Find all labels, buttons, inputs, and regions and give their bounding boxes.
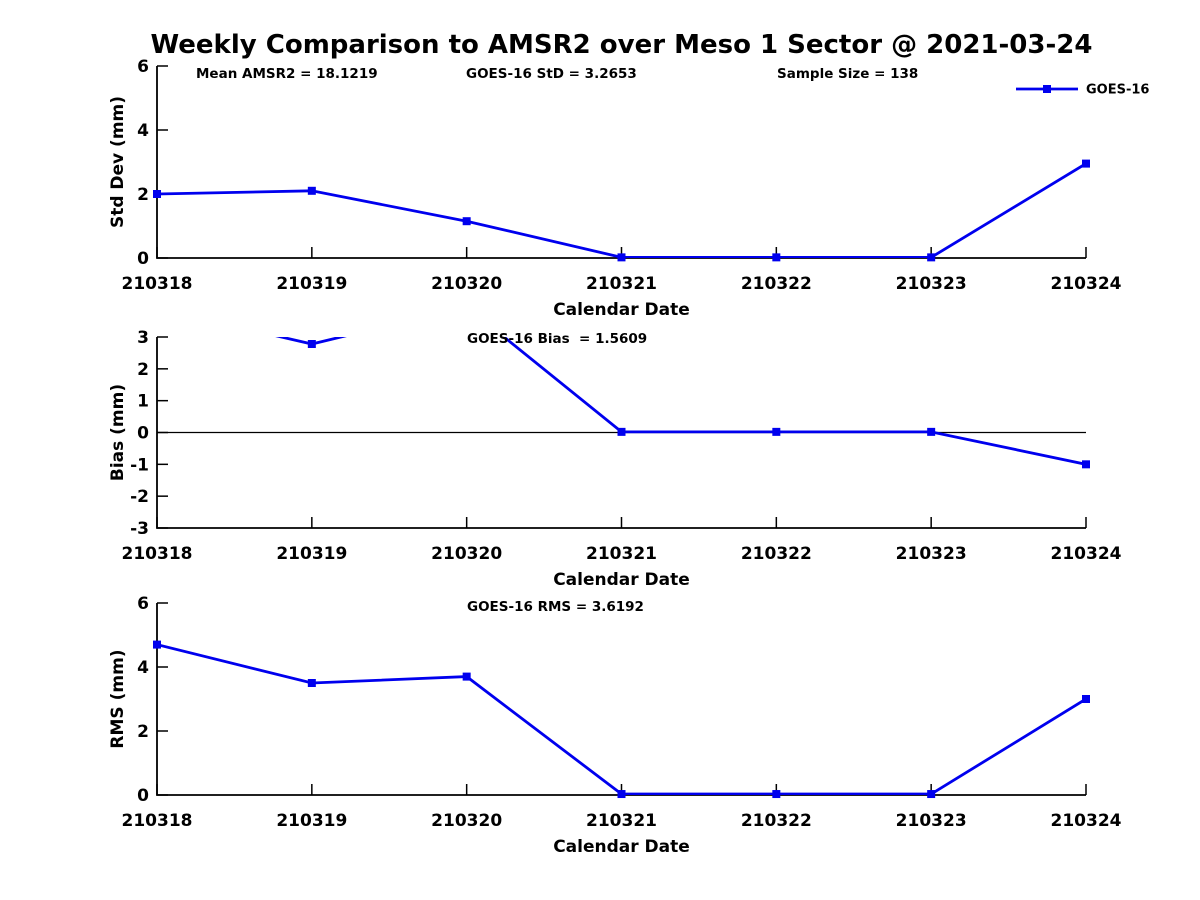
x-tick-label: 210321 [586,274,657,294]
data-point-marker [1082,695,1090,703]
y-tick-label: 6 [137,594,149,614]
data-point-marker [307,340,316,349]
legend: GOES-16 [1016,83,1149,98]
data-point-marker [617,427,626,436]
y-axis-label-bias: Bias (mm) [108,384,128,481]
data-point-marker [307,679,316,687]
y-tick-label: 2 [137,360,149,380]
y-tick-label: 4 [137,658,149,678]
x-tick-label: 210320 [431,811,502,831]
x-tick-label: 210322 [741,811,812,831]
series-line-goes-16 [157,643,1086,795]
x-tick-label: 210324 [1051,811,1122,831]
data-point-marker [462,217,471,226]
y-tick-label: 2 [137,185,149,205]
data-point-marker [772,253,781,262]
y-tick-label: 4 [137,121,149,141]
annotation-std-dev-0: Mean AMSR2 = 18.1219 [196,66,378,82]
axes [156,603,1086,796]
x-tick-label: 210319 [276,544,347,564]
y-tick-label: 1 [137,392,149,412]
x-tick-label: 210318 [122,274,193,294]
x-tick-label: 210323 [896,274,967,294]
x-axis-label-bias: Calendar Date [553,570,690,590]
y-axis-label-rms: RMS (mm) [108,649,128,748]
y-tick-label: -2 [130,487,149,507]
data-point-marker [617,253,626,262]
y-tick-label: 0 [137,786,149,806]
x-tick-label: 210321 [586,811,657,831]
x-tick-label: 210324 [1051,274,1122,294]
x-axis-label-std-dev: Calendar Date [553,300,690,320]
data-point-marker [153,190,161,198]
y-tick-label: 2 [137,722,149,742]
y-tick-label: 0 [137,424,149,444]
annotation-bias-0: GOES-16 Bias = 1.5609 [467,331,647,347]
y-tick-label: -3 [130,519,149,539]
legend-label: GOES-16 [1086,83,1149,98]
y-tick-label: 3 [137,328,149,348]
subplot-bias: 3 2 1 0 -1 -2 -3 210318 210319 210320 210321 210322… [108,328,1122,590]
subplot-std-dev: 0 2 4 6 210318 210319 210320 210321 210322 210323… [108,57,1149,320]
annotation-std-dev-1: GOES-16 StD = 3.2653 [466,66,637,82]
y-axis-label-std-dev: Std Dev (mm) [108,96,128,228]
data-point-marker [1082,460,1090,469]
data-point-marker [1082,159,1090,168]
data-point-marker [927,253,936,262]
x-tick-label: 210319 [276,811,347,831]
chart-title: Weekly Comparison to AMSR2 over Meso 1 S… [150,30,1093,60]
annotation-rms-0: GOES-16 RMS = 3.6192 [467,599,644,615]
x-tick-label: 210320 [431,544,502,564]
x-tick-label: 210324 [1051,544,1122,564]
data-point-marker [617,790,626,799]
annotation-std-dev-2: Sample Size = 138 [777,66,918,82]
x-tick-label: 210323 [896,811,967,831]
y-tick-label: 0 [137,249,149,269]
data-point-marker [927,427,936,436]
x-tick-label: 210318 [122,811,193,831]
data-point-marker [307,186,316,195]
x-tick-label: 210319 [276,274,347,294]
x-tick-label: 210318 [122,544,193,564]
x-tick-label: 210320 [431,274,502,294]
x-tick-label: 210322 [741,274,812,294]
x-axis-label-rms: Calendar Date [553,837,690,857]
subplot-rms: 0 2 4 6 210318 210319 210320 210321 210322 210323… [108,594,1122,857]
x-tick-label: 210321 [586,544,657,564]
data-point-marker [772,427,781,436]
x-tick-label: 210323 [896,544,967,564]
axes [156,66,1086,259]
y-tick-label: 6 [137,57,149,77]
y-tick-label: -1 [130,455,149,475]
data-point-marker [772,790,781,799]
data-point-marker [927,790,936,799]
series-line-goes-16 [157,162,1086,258]
data-point-marker [462,672,471,681]
data-point-marker [153,640,161,649]
legend-marker [1043,85,1051,93]
x-tick-label: 210322 [741,544,812,564]
